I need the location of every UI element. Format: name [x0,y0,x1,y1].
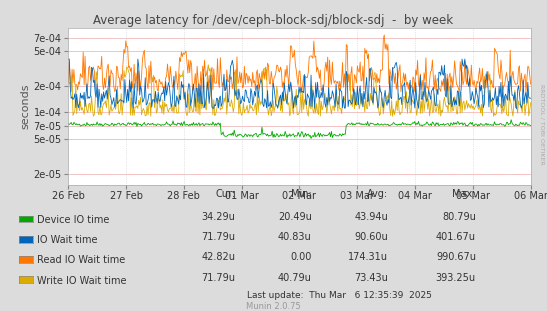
Text: 393.25u: 393.25u [436,272,476,282]
Text: Max:: Max: [452,189,476,199]
Text: RRDTOOL / TOBI OETIKER: RRDTOOL / TOBI OETIKER [539,84,544,165]
Text: 401.67u: 401.67u [436,232,476,242]
Text: Read IO Wait time: Read IO Wait time [37,255,125,265]
Text: 71.79u: 71.79u [201,232,235,242]
Text: 71.79u: 71.79u [201,272,235,282]
Text: Min:: Min: [291,189,312,199]
Text: 73.43u: 73.43u [354,272,388,282]
Text: 43.94u: 43.94u [354,212,388,222]
Text: 80.79u: 80.79u [442,212,476,222]
Text: Average latency for /dev/ceph-block-sdj/block-sdj  -  by week: Average latency for /dev/ceph-block-sdj/… [94,14,453,27]
Text: IO Wait time: IO Wait time [37,235,97,245]
Text: Munin 2.0.75: Munin 2.0.75 [246,301,301,310]
Text: 990.67u: 990.67u [436,252,476,262]
Text: 42.82u: 42.82u [201,252,235,262]
Text: 20.49u: 20.49u [278,212,312,222]
Text: Cur:: Cur: [215,189,235,199]
Text: Avg:: Avg: [367,189,388,199]
Text: 174.31u: 174.31u [348,252,388,262]
Text: 40.79u: 40.79u [278,272,312,282]
Text: 90.60u: 90.60u [354,232,388,242]
Text: 0.00: 0.00 [290,252,312,262]
Y-axis label: seconds: seconds [21,84,31,129]
Text: Write IO Wait time: Write IO Wait time [37,276,126,285]
Text: 34.29u: 34.29u [201,212,235,222]
Text: Device IO time: Device IO time [37,215,109,225]
Text: Last update:  Thu Mar   6 12:35:39  2025: Last update: Thu Mar 6 12:35:39 2025 [247,291,432,300]
Text: 40.83u: 40.83u [278,232,312,242]
